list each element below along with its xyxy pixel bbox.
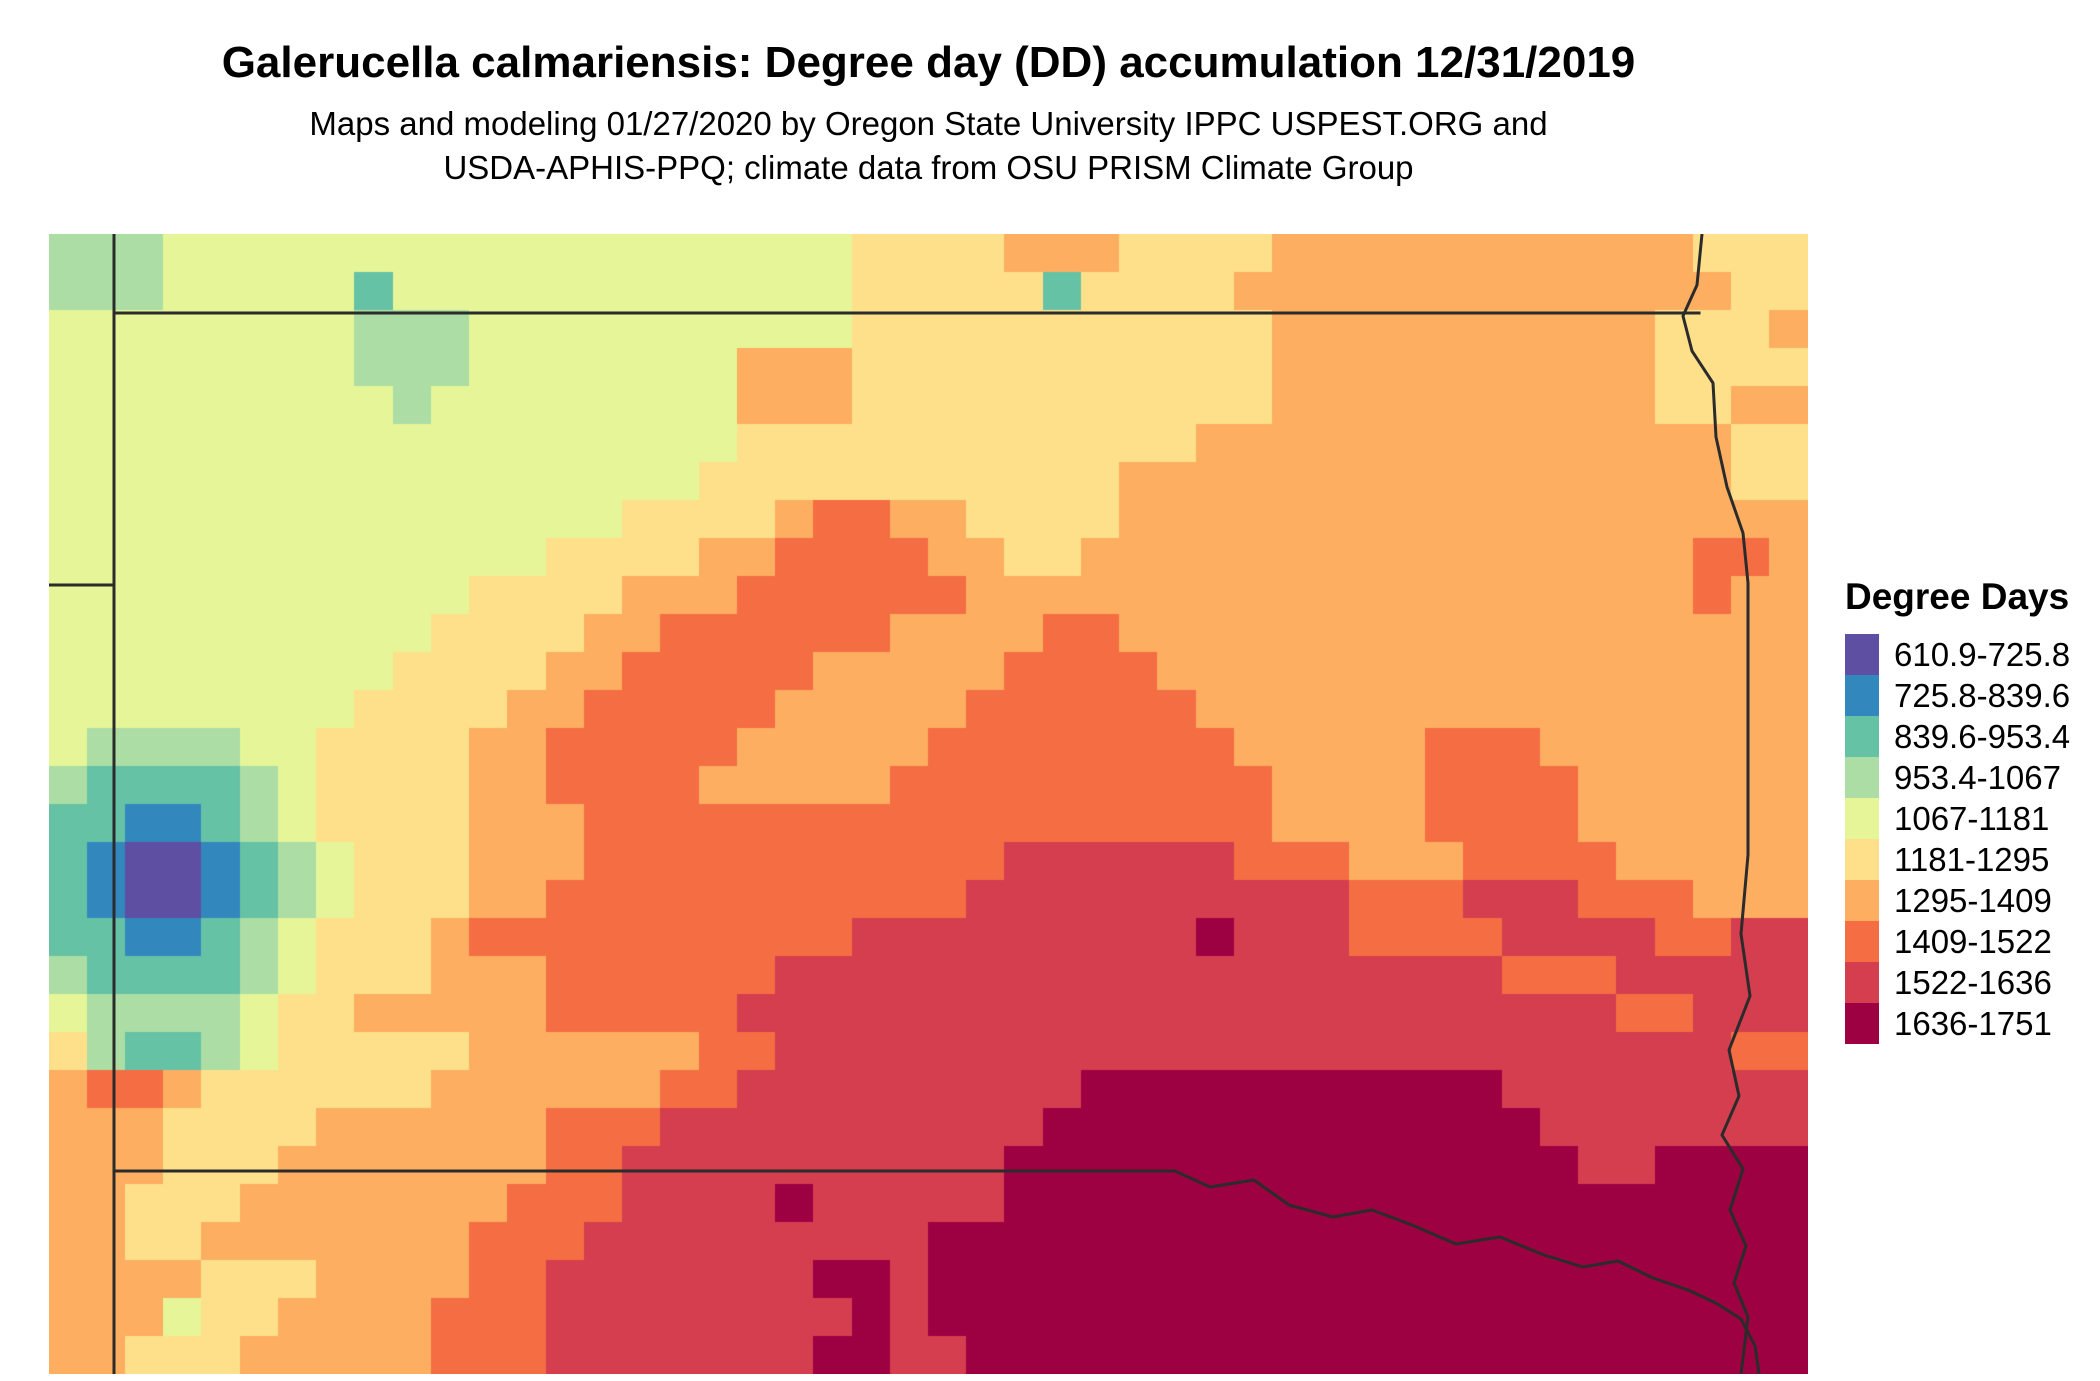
- state-borders: [49, 234, 1761, 1374]
- legend-swatch: [1845, 1003, 1879, 1044]
- legend-swatch: [1845, 634, 1879, 675]
- legend-label: 1181-1295: [1894, 840, 2050, 878]
- legend-label: 1409-1522: [1894, 922, 2052, 960]
- legend-row: 610.9-725.8: [1845, 634, 2070, 675]
- legend-row: 839.6-953.4: [1845, 716, 2070, 757]
- legend-row: 1522-1636: [1845, 962, 2070, 1003]
- legend-swatch: [1845, 716, 1879, 757]
- legend-swatch: [1845, 921, 1879, 962]
- legend-swatch: [1845, 880, 1879, 921]
- east-border-line: [1681, 234, 1752, 1374]
- legend-row: 1067-1181: [1845, 798, 2070, 839]
- legend-label: 1636-1751: [1894, 1004, 2052, 1042]
- legend-swatch: [1845, 675, 1879, 716]
- legend-label: 953.4-1067: [1894, 758, 2061, 796]
- legend-swatch: [1845, 839, 1879, 880]
- legend-swatch: [1845, 962, 1879, 1003]
- legend-row: 1636-1751: [1845, 1003, 2070, 1044]
- subtitle-line-2: USDA-APHIS-PPQ; climate data from OSU PR…: [443, 148, 1414, 186]
- legend-label: 1067-1181: [1894, 799, 2050, 837]
- map-subtitle: Maps and modeling 01/27/2020 by Oregon S…: [49, 102, 1808, 190]
- legend-label: 1295-1409: [1894, 881, 2052, 919]
- legend-label: 1522-1636: [1894, 963, 2052, 1001]
- legend-label: 839.6-953.4: [1894, 717, 2071, 755]
- map-title: Galerucella calmariensis: Degree day (DD…: [221, 38, 1636, 87]
- raster-canvas: [49, 234, 1808, 1374]
- legend-title: Degree Days: [1845, 576, 2070, 617]
- degree-day-map: [49, 234, 1808, 1374]
- legend-swatch: [1845, 757, 1879, 798]
- missouri-river-line: [1173, 1169, 1761, 1374]
- legend-row: 1295-1409: [1845, 880, 2070, 921]
- legend-row: 1181-1295: [1845, 839, 2070, 880]
- legend-row: 1409-1522: [1845, 921, 2070, 962]
- header: Galerucella calmariensis: Degree day (DD…: [49, 0, 1808, 190]
- legend-label: 725.8-839.6: [1894, 676, 2071, 714]
- legend-entries: 610.9-725.8 725.8-839.6 839.6-953.4 953.4-1…: [1845, 634, 2070, 1044]
- subtitle-line-1: Maps and modeling 01/27/2020 by Oregon S…: [309, 105, 1548, 142]
- legend-row: 953.4-1067: [1845, 757, 2070, 798]
- legend: Degree Days 610.9-725.8 725.8-839.6 839.6-…: [1845, 576, 2070, 1044]
- legend-swatch: [1845, 798, 1879, 839]
- legend-row: 725.8-839.6: [1845, 675, 2070, 716]
- legend-label: 610.9-725.8: [1894, 635, 2071, 673]
